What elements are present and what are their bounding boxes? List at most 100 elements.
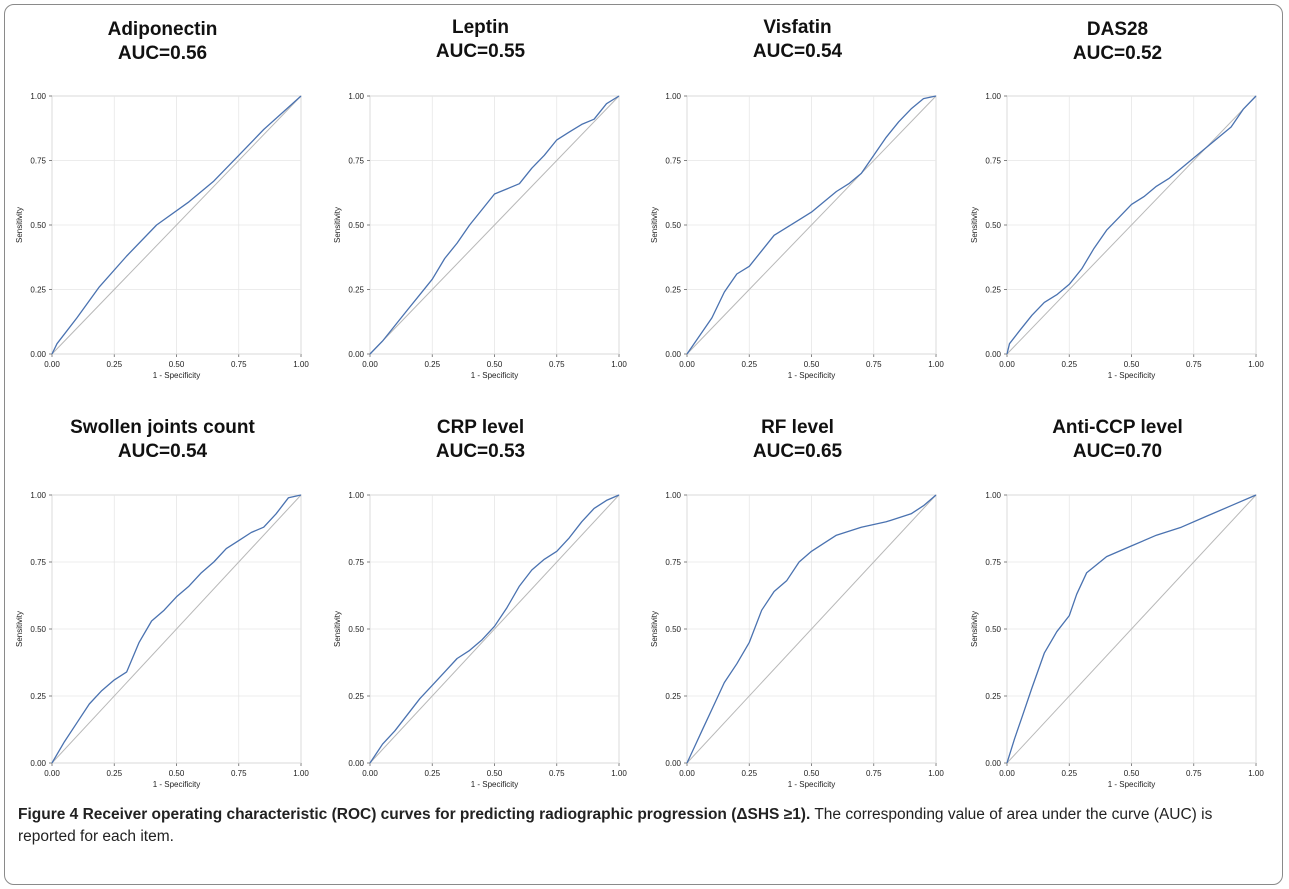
- y-tick-label: 0.75: [348, 157, 364, 166]
- y-tick-label: 0.50: [985, 625, 1001, 634]
- roc-panel-leptin: Leptin AUC=0.55 0.00 0.25 0.50 0.75 1.00 0.00…: [328, 10, 633, 385]
- x-tick-label: 1.00: [1248, 769, 1264, 778]
- x-tick-label: 0.75: [1186, 360, 1202, 369]
- y-tick-label: 0.00: [665, 350, 681, 359]
- panel-auc: AUC=0.55: [435, 41, 526, 62]
- panel-auc: AUC=0.54: [117, 441, 208, 462]
- panel-auc: AUC=0.53: [435, 441, 526, 462]
- x-axis-label: 1 - Specificity: [1108, 780, 1156, 789]
- y-tick-label: 0.25: [985, 692, 1001, 701]
- y-axis-label: Sensitivity: [970, 611, 979, 647]
- panel-title: RF level: [761, 417, 834, 438]
- y-tick-label: 0.50: [348, 625, 364, 634]
- panel-title: CRP level: [436, 417, 525, 438]
- reference-diagonal: [51, 95, 302, 355]
- y-tick-label: 1.00: [348, 491, 364, 500]
- roc-chart-anti-ccp: 0.00 0.25 0.50 0.75 1.00 0.00 0.25 0.50 0.75 1.00…: [970, 491, 1264, 789]
- y-tick-label: 0.00: [348, 350, 364, 359]
- panel-title: Swollen joints count: [70, 417, 255, 438]
- x-axis-label: 1 - Specificity: [788, 780, 836, 789]
- panel-auc: AUC=0.70: [1072, 441, 1163, 462]
- x-tick-label: 0.00: [679, 769, 695, 778]
- x-tick-label: 0.00: [999, 360, 1015, 369]
- roc-chart-swollen-joints: 0.00 0.25 0.50 0.75 1.00 0.00 0.25 0.50 0.75 1.00…: [15, 491, 309, 789]
- y-tick-label: 0.75: [665, 558, 681, 567]
- panel-title: Visfatin: [763, 17, 832, 38]
- x-axis-label: 1 - Specificity: [153, 371, 201, 380]
- panel-title: Leptin: [452, 17, 509, 38]
- y-tick-label: 0.25: [985, 286, 1001, 295]
- x-tick-label: 0.00: [362, 769, 378, 778]
- y-tick-label: 0.00: [30, 350, 46, 359]
- x-tick-label: 0.50: [169, 769, 185, 778]
- x-tick-label: 0.00: [44, 769, 60, 778]
- x-tick-label: 0.75: [866, 360, 882, 369]
- y-tick-label: 0.25: [30, 692, 46, 701]
- roc-curve: [369, 494, 620, 764]
- roc-chart-rf: 0.00 0.25 0.50 0.75 1.00 0.00 0.25 0.50 0.75 1.00…: [650, 491, 944, 789]
- roc-curve: [686, 494, 937, 764]
- roc-chart-crp: 0.00 0.25 0.50 0.75 1.00 0.00 0.25 0.50 0.75 1.00…: [333, 491, 627, 789]
- x-tick-label: 1.00: [293, 360, 309, 369]
- x-axis-label: 1 - Specificity: [471, 371, 519, 380]
- x-tick-label: 0.50: [1124, 769, 1140, 778]
- y-axis-label: Sensitivity: [333, 207, 342, 243]
- y-tick-label: 0.00: [985, 350, 1001, 359]
- y-axis-label: Sensitivity: [15, 611, 24, 647]
- x-axis-label: 1 - Specificity: [788, 371, 836, 380]
- x-tick-label: 0.50: [487, 360, 503, 369]
- y-tick-label: 0.50: [665, 625, 681, 634]
- roc-panel-anti-ccp: Anti-CCP level AUC=0.70 0.00 0.25 0.50 0.75…: [965, 405, 1270, 800]
- panel-title: Adiponectin: [107, 19, 218, 40]
- x-tick-label: 0.50: [169, 360, 185, 369]
- y-tick-label: 1.00: [665, 92, 681, 101]
- x-tick-label: 0.50: [1124, 360, 1140, 369]
- x-tick-label: 0.25: [424, 769, 440, 778]
- y-tick-label: 1.00: [348, 92, 364, 101]
- roc-chart-adiponectin: 0.00 0.25 0.50 0.75 1.00 0.00 0.25 0.50 0.75 1.00…: [15, 92, 309, 380]
- x-tick-label: 0.00: [999, 769, 1015, 778]
- y-axis-label: Sensitivity: [333, 611, 342, 647]
- x-tick-label: 1.00: [1248, 360, 1264, 369]
- panel-auc: AUC=0.56: [117, 43, 208, 64]
- roc-curve: [51, 494, 302, 764]
- y-tick-label: 0.50: [30, 625, 46, 634]
- y-axis-label: Sensitivity: [15, 207, 24, 243]
- roc-curve: [1006, 494, 1257, 764]
- y-tick-label: 0.00: [665, 759, 681, 768]
- x-axis-label: 1 - Specificity: [1108, 371, 1156, 380]
- x-tick-label: 1.00: [928, 360, 944, 369]
- y-tick-label: 0.25: [348, 286, 364, 295]
- roc-panel-crp: CRP level AUC=0.53 0.00 0.25 0.50 0.75 1.00 0…: [328, 405, 633, 800]
- y-tick-label: 0.25: [665, 692, 681, 701]
- reference-diagonal: [686, 494, 937, 764]
- y-axis-label: Sensitivity: [650, 207, 659, 243]
- x-tick-label: 0.25: [741, 769, 757, 778]
- y-tick-label: 0.00: [30, 759, 46, 768]
- roc-panel-das28: DAS28 AUC=0.52 0.00 0.25 0.50 0.75 1.00 0.00 0…: [965, 10, 1270, 385]
- caption-title: Receiver operating characteristic (ROC) …: [82, 806, 811, 823]
- y-tick-label: 0.50: [30, 221, 46, 230]
- roc-curve: [369, 95, 620, 355]
- panel-auc: AUC=0.52: [1072, 43, 1163, 64]
- y-axis-label: Sensitivity: [650, 611, 659, 647]
- y-tick-label: 1.00: [985, 92, 1001, 101]
- roc-panel-adiponectin: Adiponectin AUC=0.56 0.00 0.25 0.50 0.75 1.0…: [10, 10, 315, 385]
- x-tick-label: 0.75: [1186, 769, 1202, 778]
- roc-panel-rf: RF level AUC=0.65 0.00 0.25 0.50 0.75 1.00 0.…: [645, 405, 950, 800]
- panel-title: DAS28: [1086, 19, 1149, 40]
- reference-diagonal: [369, 95, 620, 355]
- roc-curve: [1006, 95, 1257, 355]
- x-tick-label: 0.50: [804, 769, 820, 778]
- x-tick-label: 0.75: [231, 360, 247, 369]
- roc-curve: [686, 95, 937, 355]
- x-tick-label: 0.75: [866, 769, 882, 778]
- roc-panel-visfatin: Visfatin AUC=0.54 0.00 0.25 0.50 0.75 1.00 0.…: [645, 10, 950, 385]
- y-tick-label: 0.25: [665, 286, 681, 295]
- y-tick-label: 0.75: [985, 558, 1001, 567]
- y-tick-label: 0.75: [985, 157, 1001, 166]
- x-tick-label: 1.00: [611, 769, 627, 778]
- figure-caption: Figure 4 Receiver operating characterist…: [18, 804, 1268, 848]
- y-tick-label: 0.75: [30, 558, 46, 567]
- caption-text: The corresponding value of area under th…: [18, 806, 1213, 845]
